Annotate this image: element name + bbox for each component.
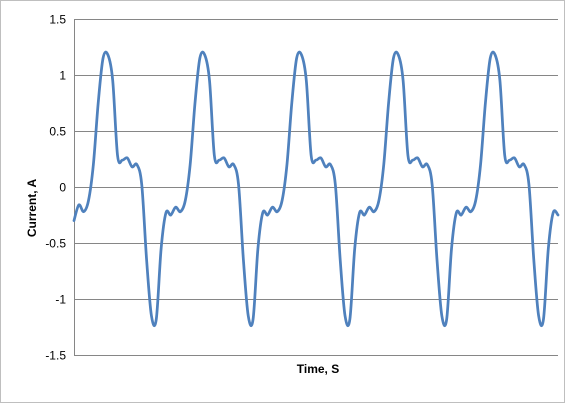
series-lines — [74, 52, 558, 326]
y-tick-label: 0.5 — [49, 125, 66, 139]
y-tick-labels: 1.5 1 0.5 0 -0.5 -1 -1.5 — [45, 13, 66, 363]
y-tick-label: 1 — [59, 69, 66, 83]
y-tick-label: 1.5 — [49, 13, 66, 27]
y-tick-label: -1 — [55, 293, 66, 307]
y-tick-label: -0.5 — [45, 237, 66, 251]
y-tick-label: -1.5 — [45, 349, 66, 363]
x-axis-title: Time, S — [297, 362, 339, 376]
y-tick-label: 0 — [59, 181, 66, 195]
series-line-0 — [74, 52, 558, 326]
y-axis-title: Current, A — [25, 179, 39, 238]
gridlines — [74, 19, 558, 356]
